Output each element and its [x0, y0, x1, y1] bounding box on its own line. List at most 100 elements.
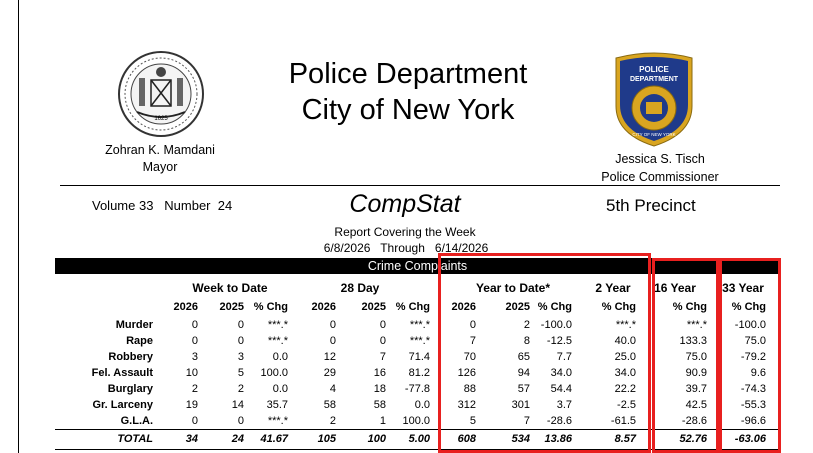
table-cell: ***.* [615, 319, 636, 331]
column-header: % Chg [395, 301, 430, 313]
table-cell: 58 [373, 399, 386, 411]
volume-number: Volume 33 Number 24 [92, 198, 233, 213]
table-cell: 5 [469, 415, 476, 427]
table-cell: 22.2 [614, 383, 636, 395]
report-covering: Report Covering the Week [334, 225, 476, 239]
table-cell: 75.0 [744, 335, 766, 347]
table-cell: 35.7 [266, 399, 288, 411]
table-cell: 608 [457, 433, 476, 445]
column-header: % Chg [672, 301, 707, 313]
table-cell: 0 [191, 415, 198, 427]
city-seal-icon: 1625 [117, 50, 205, 138]
total-top-rule [55, 429, 780, 430]
commissioner-title: Police Commissioner [601, 170, 719, 184]
table-cell: -79.2 [740, 351, 766, 363]
header-divider [60, 185, 780, 186]
column-header: % Chg [731, 301, 766, 313]
table-cell: 0 [237, 319, 244, 331]
table-cell: 52.76 [679, 433, 707, 445]
report-name: CompStat [349, 190, 461, 218]
table-cell: 12 [323, 351, 336, 363]
table-cell: 100 [367, 433, 386, 445]
department-title: Police Department City of New York [238, 56, 578, 128]
table-cell: -74.3 [740, 383, 766, 395]
table-cell: 42.5 [685, 399, 707, 411]
table-cell: 94 [517, 367, 530, 379]
table-cell: 13.86 [544, 433, 572, 445]
department-line-1: Police Department [288, 58, 528, 90]
table-cell: 18 [373, 383, 386, 395]
table-cell: 7.7 [556, 351, 572, 363]
table-cell: 34 [185, 433, 198, 445]
table-cell: 81.2 [408, 367, 430, 379]
group-33-year: 33 Year [722, 281, 764, 295]
column-header: % Chg [537, 301, 572, 313]
table-cell: 0.0 [414, 399, 430, 411]
table-cell: 8.57 [614, 433, 636, 445]
row-label: Robbery [108, 351, 153, 363]
department-line-2: City of New York [301, 94, 515, 126]
table-cell: 2 [191, 383, 198, 395]
table-cell: 4 [329, 383, 336, 395]
table-cell: -61.5 [610, 415, 636, 427]
table-cell: 70 [463, 351, 476, 363]
column-header: 2025 [505, 301, 530, 313]
table-cell: 0 [191, 319, 198, 331]
table-cell: 39.7 [685, 383, 707, 395]
table-cell: -12.5 [546, 335, 572, 347]
table-cell: 71.4 [408, 351, 430, 363]
table-cell: 24 [231, 433, 244, 445]
table-cell: 0.0 [272, 351, 288, 363]
table-cell: 0.0 [272, 383, 288, 395]
highlight-box-33-year [719, 258, 781, 453]
table-cell: 2 [329, 415, 336, 427]
section-title-bar: Crime Complaints [55, 258, 780, 274]
table-cell: 1 [379, 415, 386, 427]
table-cell: ***.* [409, 319, 430, 331]
column-header: 2026 [311, 301, 336, 313]
table-cell: 2 [237, 383, 244, 395]
table-cell: 14 [231, 399, 244, 411]
table-cell: -63.06 [734, 433, 766, 445]
table-cell: 34.0 [550, 367, 572, 379]
table-cell: -28.6 [681, 415, 707, 427]
row-label: Rape [126, 335, 153, 347]
table-cell: -100.0 [734, 319, 766, 331]
table-cell: 65 [517, 351, 530, 363]
table-cell: 58 [323, 399, 336, 411]
table-cell: 3.7 [556, 399, 572, 411]
table-cell: 75.0 [685, 351, 707, 363]
table-cell: -100.0 [540, 319, 572, 331]
table-cell: 0 [469, 319, 476, 331]
table-cell: 9.6 [750, 367, 766, 379]
table-cell: 90.9 [685, 367, 707, 379]
table-cell: -2.5 [617, 399, 636, 411]
group-28-day: 28 Day [340, 281, 380, 295]
group-week-to-date: Week to Date [192, 281, 268, 295]
row-label: Fel. Assault [91, 367, 153, 379]
table-cell: 57 [517, 383, 530, 395]
table-cell: ***.* [267, 335, 288, 347]
row-label: TOTAL [117, 433, 153, 445]
highlight-box-year-to-date [438, 253, 651, 453]
table-cell: 8 [523, 335, 530, 347]
table-cell: 0 [379, 319, 386, 331]
nypd-badge-icon: POLICE DEPARTMENT CITY OF NEW YORK [612, 50, 696, 148]
group-year-to-date: Year to Date* [475, 281, 551, 295]
table-cell: -28.6 [546, 415, 572, 427]
row-label: Burglary [107, 383, 153, 395]
table-cell: 16 [373, 367, 386, 379]
table-cell: -55.3 [740, 399, 766, 411]
table-cell: 100.0 [402, 415, 430, 427]
table-cell: 2 [523, 319, 530, 331]
badge-text-ring: CITY OF NEW YORK [632, 132, 675, 137]
column-header: 2025 [361, 301, 386, 313]
table-cell: 3 [191, 351, 198, 363]
column-header: % Chg [601, 301, 636, 313]
mayor-name: Zohran K. Mamdani [105, 143, 215, 157]
table-cell: 133.3 [679, 335, 707, 347]
table-cell: 100.0 [260, 367, 288, 379]
column-header: 2026 [451, 301, 476, 313]
highlight-box-16-year [652, 258, 719, 453]
table-cell: 88 [463, 383, 476, 395]
